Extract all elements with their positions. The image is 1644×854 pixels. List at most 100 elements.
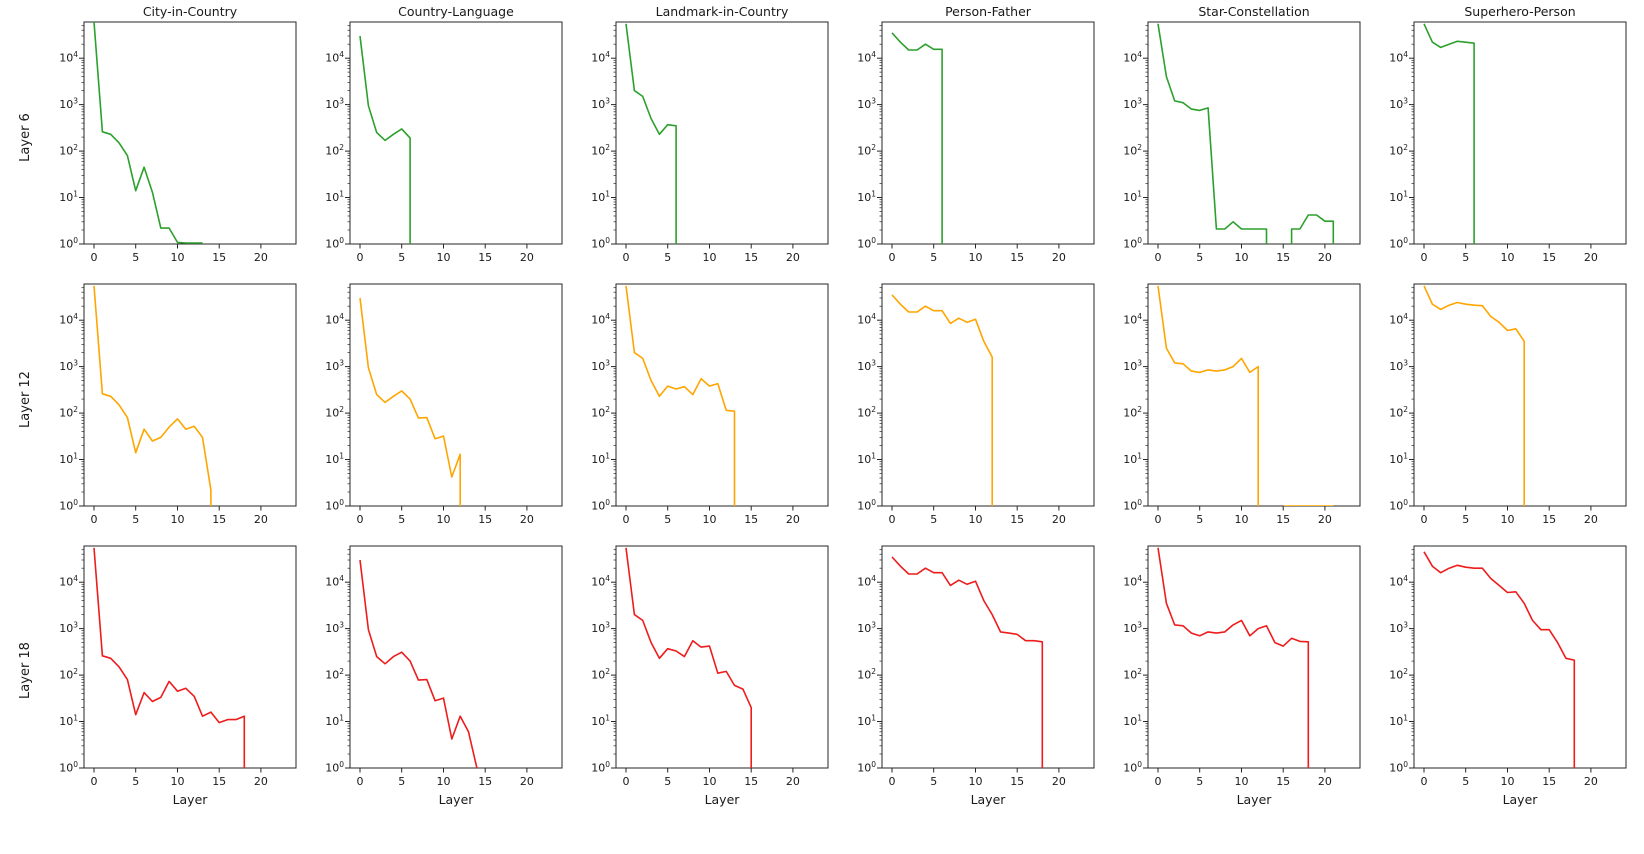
subplot-title: Superhero-Person: [1464, 6, 1575, 19]
plot-line: [1423, 23, 1475, 244]
y-tick-label: 101: [1389, 190, 1408, 205]
y-tick-label: 100: [1123, 498, 1142, 513]
x-tick-label: 10: [171, 251, 185, 264]
x-tick-label: 20: [786, 775, 800, 788]
x-tick-label: 10: [703, 775, 717, 788]
y-tick-label: 101: [857, 190, 876, 205]
x-tick-label: 5: [930, 513, 937, 526]
y-tick-label: 102: [1389, 667, 1408, 682]
y-tick-label: 100: [591, 760, 610, 775]
subplot-layer-18-city-in-country: 100 101 102 103 104 0 5 10 15 20 Layer: [59, 545, 297, 807]
y-tick-label: 103: [1389, 621, 1408, 636]
x-axis-ticks: 0 5 10 15 20: [1421, 244, 1598, 264]
subplot-cell: 100 101 102 103 104 0 5 10 15 20 Layer: [572, 530, 838, 810]
x-tick-label: 10: [969, 513, 983, 526]
y-tick-label: 101: [591, 190, 610, 205]
x-tick-label: 20: [1318, 251, 1332, 264]
x-tick-label: 0: [889, 775, 896, 788]
x-tick-label: 0: [623, 513, 630, 526]
x-axis-ticks: 0 5 10 15 20: [357, 768, 534, 788]
subplot-cell: 100 101 102 103 104 0 5 10 15 20 Layer: [306, 530, 572, 810]
x-tick-label: 20: [1318, 775, 1332, 788]
x-tick-label: 5: [664, 513, 671, 526]
y-tick-label: 104: [591, 312, 610, 327]
y-tick-label: 103: [325, 621, 344, 636]
y-tick-label: 100: [591, 236, 610, 251]
y-tick-label: 100: [59, 236, 78, 251]
x-tick-label: 5: [398, 513, 405, 526]
x-tick-label: 5: [664, 251, 671, 264]
y-tick-label: 103: [591, 621, 610, 636]
x-tick-label: 0: [1155, 775, 1162, 788]
y-tick-label: 103: [857, 621, 876, 636]
x-tick-label: 20: [786, 251, 800, 264]
plot-border: [881, 283, 1095, 507]
y-tick-label: 100: [1389, 236, 1408, 251]
subplot-cell: 100 101 102 103 104 0 5 10 15 20 Layer: [1370, 530, 1636, 810]
x-tick-label: 0: [889, 513, 896, 526]
x-axis-ticks: 0 5 10 15 20: [623, 768, 800, 788]
x-tick-label: 15: [1542, 513, 1556, 526]
subplot-cell: 100 101 102 103 104 0 5 10 15 20: [838, 268, 1104, 530]
plot-line: [891, 294, 993, 506]
x-tick-label: 10: [703, 251, 717, 264]
x-tick-label: 0: [357, 251, 364, 264]
x-axis-ticks: 0 5 10 15 20: [91, 506, 268, 526]
x-tick-label: 5: [1196, 513, 1203, 526]
row-label: Layer 6: [10, 6, 40, 268]
figure-row: Layer 18 100 101 102 103 104 0 5 10 15 20 Layer 100 1…: [10, 530, 1644, 810]
y-tick-label: 102: [325, 143, 344, 158]
y-tick-label: 100: [325, 760, 344, 775]
x-tick-label: 0: [1421, 775, 1428, 788]
y-tick-label: 100: [325, 498, 344, 513]
subplot-title: Star-Constellation: [1198, 6, 1309, 19]
x-tick-label: 10: [1501, 513, 1515, 526]
y-tick-label: 103: [59, 621, 78, 636]
x-axis-label: Layer: [1237, 792, 1273, 807]
x-tick-label: 10: [1235, 513, 1249, 526]
x-tick-label: 5: [1462, 513, 1469, 526]
plot-line: [93, 547, 246, 768]
x-axis-ticks: 0 5 10 15 20: [357, 244, 534, 264]
x-axis-ticks: 0 5 10 15 20: [91, 768, 268, 788]
y-tick-label: 102: [591, 143, 610, 158]
x-tick-label: 15: [478, 251, 492, 264]
x-tick-label: 15: [744, 251, 758, 264]
plot-line: [359, 559, 478, 768]
y-tick-label: 102: [1389, 143, 1408, 158]
row-label: Layer 18: [10, 530, 40, 810]
y-tick-label: 102: [325, 667, 344, 682]
plot-line: [1157, 23, 1335, 244]
y-tick-label: 104: [1389, 312, 1408, 327]
y-tick-label: 104: [1389, 50, 1408, 64]
x-axis-ticks: 0 5 10 15 20: [889, 506, 1066, 526]
x-tick-label: 0: [1421, 251, 1428, 264]
x-tick-label: 5: [1196, 251, 1203, 264]
x-tick-label: 15: [744, 513, 758, 526]
plot-line: [625, 547, 752, 768]
x-axis-ticks: 0 5 10 15 20: [1421, 506, 1598, 526]
plot-line: [625, 285, 736, 506]
x-tick-label: 20: [520, 513, 534, 526]
subplot-layer-12-city-in-country: 100 101 102 103 104 0 5 10 15 20: [59, 283, 297, 526]
y-tick-label: 104: [857, 312, 876, 327]
plot-line: [93, 22, 203, 244]
plot-line: [93, 285, 212, 506]
x-axis-ticks: 0 5 10 15 20: [1155, 244, 1332, 264]
y-tick-label: 100: [59, 498, 78, 513]
plot-line: [891, 556, 1044, 768]
y-tick-label: 104: [591, 574, 610, 589]
x-tick-label: 5: [1462, 775, 1469, 788]
figure-row: Layer 12 100 101 102 103 104 0 5 10 15 20 100 101 102…: [10, 268, 1644, 530]
y-tick-label: 100: [325, 236, 344, 251]
x-tick-label: 20: [786, 513, 800, 526]
y-axis-ticks: 100 101 102 103 104: [1389, 287, 1414, 513]
y-tick-label: 104: [857, 50, 876, 64]
row-label-text: Layer 18: [17, 641, 33, 699]
y-tick-label: 102: [1389, 405, 1408, 420]
plot-line: [1423, 551, 1576, 768]
x-tick-label: 20: [1584, 775, 1598, 788]
y-axis-ticks: 100 101 102 103 104: [591, 287, 616, 513]
x-axis-ticks: 0 5 10 15 20: [623, 244, 800, 264]
subplot-layer-18-superhero-person: 100 101 102 103 104 0 5 10 15 20 Layer: [1389, 545, 1627, 807]
